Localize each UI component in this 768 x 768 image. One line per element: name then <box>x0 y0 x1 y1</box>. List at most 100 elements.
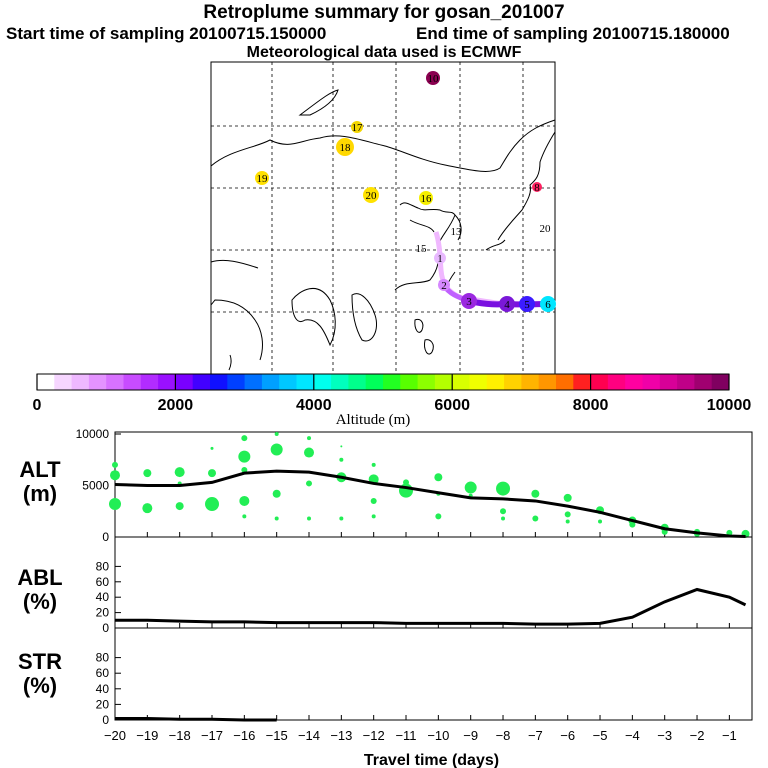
map-marker-dot <box>419 191 433 205</box>
colorbar-swatch <box>123 374 142 390</box>
colorbar-swatch <box>348 374 367 390</box>
x-tick-label: −15 <box>266 728 288 743</box>
map-coastlines <box>210 89 556 371</box>
map-marker-label: 16 <box>421 193 433 205</box>
str-ylabel-line1: STR <box>18 649 62 674</box>
x-tick-label: −1 <box>722 728 737 743</box>
y-tick-label: 40 <box>96 590 110 604</box>
alt-bubble <box>371 462 376 467</box>
chart-title: Retroplume summary for gosan_201007 <box>203 2 565 23</box>
colorbar-swatch <box>521 374 540 390</box>
abl-ylabel-line2: (%) <box>22 589 58 614</box>
map-marker-label: 19 <box>257 173 269 185</box>
colorbar-swatch <box>331 374 349 390</box>
str-ylabel: STR (%) <box>8 650 72 698</box>
x-tick-label: −6 <box>560 728 575 743</box>
colorbar-swatch <box>538 374 557 390</box>
colorbar-swatch <box>210 374 228 390</box>
alt-bubble <box>304 447 315 458</box>
colorbar-swatch <box>106 374 124 390</box>
colorbar-swatch <box>383 374 401 390</box>
x-tick-label: −10 <box>427 728 449 743</box>
alt-bubble <box>205 497 220 512</box>
y-tick-label: 80 <box>96 651 110 665</box>
alt-bubble <box>307 516 312 521</box>
map-marker-label: 2 <box>441 280 447 292</box>
series-line <box>115 716 277 722</box>
alt-bubble <box>270 443 283 456</box>
map-marker-label: 4 <box>504 299 510 311</box>
colorbar-tick-label: 2000 <box>158 397 194 414</box>
alt-bubble <box>175 502 184 511</box>
y-tick-label: 60 <box>96 575 110 589</box>
alt-ylabel: ALT (m) <box>8 458 72 506</box>
colorbar-tick-label: 4000 <box>296 397 332 414</box>
colorbar-swatch <box>244 374 263 390</box>
y-tick-label: 40 <box>96 682 110 696</box>
map-marker-label: 5 <box>524 299 530 311</box>
colorbar-swatch <box>417 374 436 390</box>
colorbar-label: Altitude (m) <box>336 412 411 428</box>
alt-ylabel-line1: ALT <box>19 457 61 482</box>
map-marker-dot <box>461 293 477 309</box>
colorbar-tick-label: 0 <box>33 397 42 414</box>
alt-bubble <box>110 470 120 481</box>
alt-bubble <box>238 450 251 463</box>
alt-bubble <box>500 508 507 515</box>
x-tick-label: −5 <box>593 728 608 743</box>
y-tick-label: 60 <box>96 666 110 680</box>
map-marker-label: 20 <box>540 223 552 235</box>
colorbar-swatch <box>279 374 297 390</box>
map-marker-label: 1 <box>437 253 443 265</box>
x-tick-label: −9 <box>463 728 478 743</box>
alt-bubble <box>339 516 344 521</box>
colorbar-swatch <box>486 374 505 390</box>
map-marker-dot <box>532 182 542 192</box>
x-tick-label: −3 <box>657 728 672 743</box>
map-marker-label: 10 <box>428 73 440 85</box>
colorbar-swatch <box>711 374 730 390</box>
alt-bubble <box>306 480 313 487</box>
colorbar-swatch <box>175 374 194 390</box>
alt-bubble <box>143 469 152 478</box>
y-tick-label: 10000 <box>76 427 110 441</box>
x-tick-label: −2 <box>690 728 705 743</box>
map-marker-dot <box>438 279 450 291</box>
x-tick-label: −17 <box>201 728 223 743</box>
colorbar-swatch <box>659 374 678 390</box>
alt-bubble <box>564 511 571 518</box>
alt-bubble <box>307 436 312 441</box>
alt-bubble <box>241 435 248 442</box>
x-tick-label: −11 <box>395 728 416 743</box>
map-marker-label: 15 <box>416 243 428 255</box>
alt-bubble <box>239 495 250 506</box>
colorbar-swatch <box>452 374 470 390</box>
x-tick-label: −13 <box>330 728 352 743</box>
colorbar-swatch <box>261 374 280 390</box>
map-marker-label: 17 <box>352 122 364 134</box>
alt-ylabel-line2: (m) <box>22 481 58 506</box>
series-line <box>114 469 746 538</box>
colorbar-tick-label: 8000 <box>573 397 609 414</box>
colorbar-swatch <box>140 374 159 390</box>
abl-ylabel: ABL (%) <box>8 566 72 614</box>
colorbar-swatch <box>365 374 384 390</box>
str-ylabel-line2: (%) <box>22 673 58 698</box>
colorbar-swatch <box>313 374 332 390</box>
map-marker-label: 20 <box>366 190 378 202</box>
x-tick-label: −12 <box>363 728 385 743</box>
alt-bubble <box>532 515 539 522</box>
map-marker-label: 6 <box>545 299 551 311</box>
alt-bubble <box>339 457 344 462</box>
map-marker-label: 8 <box>534 182 540 194</box>
map-marker-dot <box>540 296 556 312</box>
panel-frame <box>114 536 753 629</box>
map-marker-dot <box>519 296 535 312</box>
alt-bubble <box>496 481 511 496</box>
alt-bubble <box>174 467 185 478</box>
alt-bubble <box>242 514 247 519</box>
alt-bubble <box>109 498 121 511</box>
